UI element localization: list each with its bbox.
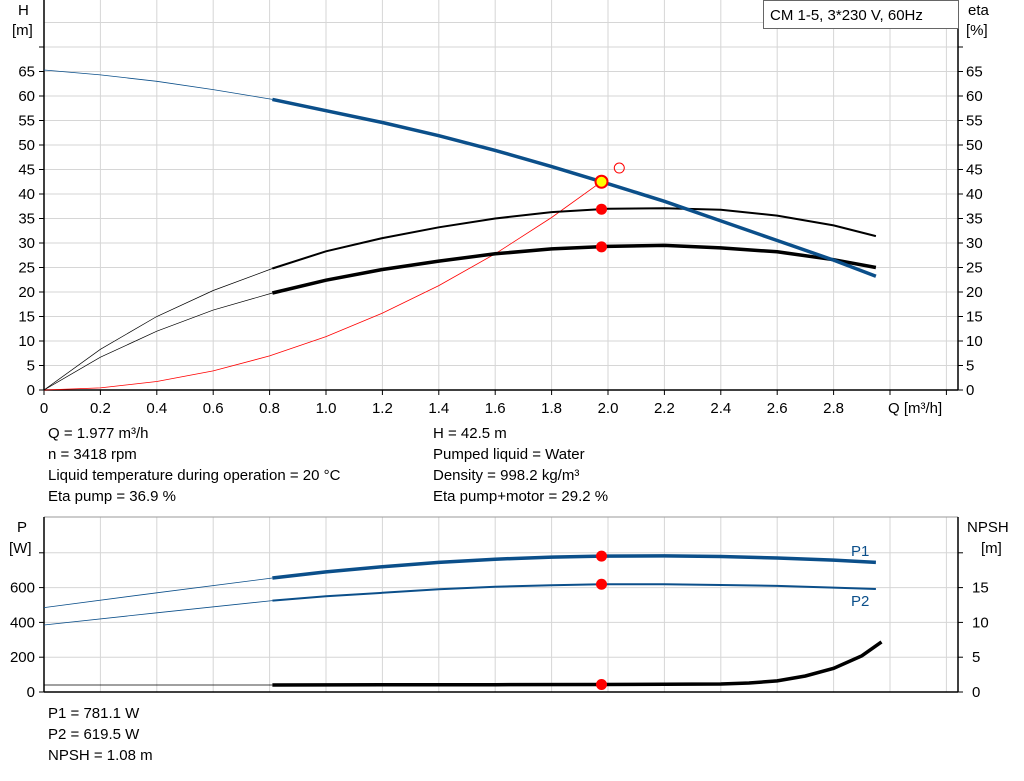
p-axis-unit: [W] (9, 540, 32, 557)
head-curve (272, 97, 877, 278)
readout-right: H = 42.5 m Pumped liquid = Water Density… (433, 423, 608, 507)
p1-curve-label: P1 (851, 543, 869, 560)
q-tick-label: 2.2 (654, 400, 675, 417)
q-tick-label: 2.6 (767, 400, 788, 417)
readout-eta-pump: Eta pump = 36.9 % (48, 488, 176, 505)
readout-flow: Q = 1.977 m³/h (48, 425, 149, 442)
p1-curve (272, 554, 876, 580)
q-tick-label: 1.0 (316, 400, 337, 417)
h-tick-label: 25 (18, 260, 35, 277)
eta-tick-label: 25 (966, 260, 983, 277)
p2-marker (596, 578, 608, 590)
eta-tick-label: 15 (966, 309, 983, 326)
p-tick-label: 400 (10, 614, 35, 631)
eta-tick-label: 5 (966, 358, 974, 375)
q-tick-label: 0.8 (259, 400, 280, 417)
p-tick-label: 600 (10, 580, 35, 597)
eta-total-curve-extrapolated (43, 292, 273, 391)
q-tick-label: 2.8 (823, 400, 844, 417)
npsh-tick-label: 0 (972, 684, 980, 701)
eta-tick-label: 40 (966, 186, 983, 203)
eta-tick-label: 35 (966, 211, 983, 228)
duty-point-marker (594, 174, 609, 189)
efficiency-marker (596, 203, 608, 215)
npsh-axis-label: NPSH (967, 519, 1009, 536)
npsh-tick-label: 15 (972, 580, 989, 597)
q-tick-label: 2.0 (598, 400, 619, 417)
p-tick-label: 0 (27, 684, 35, 701)
q-axis-label: Q [m³/h] (888, 400, 942, 417)
npsh-axis-unit: [m] (981, 540, 1002, 557)
readout-temperature: Liquid temperature during operation = 20… (48, 467, 341, 484)
eta-pump-curve-extrapolated (43, 268, 273, 391)
system-curve (43, 181, 602, 391)
npsh-tick-label: 10 (972, 614, 989, 631)
h-tick-label: 50 (18, 137, 35, 154)
p1-curve-extrapolated (43, 577, 273, 608)
eta-tick-label: 0 (966, 382, 974, 399)
q-tick-label: 1.2 (372, 400, 393, 417)
h-axis-unit: [m] (12, 22, 33, 39)
p-axis-label: P (17, 519, 27, 536)
h-tick-label: 60 (18, 88, 35, 105)
eta-tick-label: 30 (966, 235, 983, 252)
h-tick-label: 40 (18, 186, 35, 203)
requested-point-marker (613, 162, 625, 174)
readout-density: Density = 998.2 kg/m³ (433, 467, 580, 484)
eta-pump-curve (272, 207, 877, 270)
eta-axis-unit: [%] (966, 22, 988, 39)
readout-p1: P1 = 781.1 W (48, 705, 140, 722)
p1-marker (596, 550, 608, 562)
p2-curve-label: P2 (851, 593, 869, 610)
q-tick-label: 0 (40, 400, 48, 417)
eta-tick-label: 45 (966, 162, 983, 179)
h-axis-label: H (18, 2, 29, 19)
p2-curve-extrapolated (43, 600, 273, 626)
eta-tick-label: 60 (966, 88, 983, 105)
readout-liquid: Pumped liquid = Water (433, 446, 585, 463)
p2-curve (272, 583, 876, 602)
readout-npsh: NPSH = 1.08 m (48, 747, 153, 764)
readout-power: P1 = 781.1 W P2 = 619.5 W NPSH = 1.08 m (48, 703, 153, 766)
q-tick-label: 1.6 (485, 400, 506, 417)
head-curve-extrapolated (43, 69, 273, 100)
readout-left: Q = 1.977 m³/h n = 3418 rpm Liquid tempe… (48, 423, 340, 507)
readout-p2: P2 = 619.5 W (48, 726, 140, 743)
h-tick-label: 45 (18, 162, 35, 179)
q-tick-label: 1.4 (428, 400, 449, 417)
q-tick-label: 1.8 (541, 400, 562, 417)
h-tick-label: 5 (27, 358, 35, 375)
p-tick-label: 200 (10, 649, 35, 666)
h-tick-label: 55 (18, 113, 35, 130)
q-tick-label: 0.2 (90, 400, 111, 417)
eta-total-curve (271, 243, 877, 295)
title-box (763, 0, 959, 29)
readout-eta-total: Eta pump+motor = 29.2 % (433, 488, 609, 505)
chart-title: CM 1-5, 3*230 V, 60Hz (770, 7, 923, 24)
h-tick-label: 10 (18, 333, 35, 350)
eta-tick-label: 50 (966, 137, 983, 154)
q-tick-label: 0.4 (146, 400, 167, 417)
npsh-tick-label: 5 (972, 649, 980, 666)
h-tick-label: 35 (18, 211, 35, 228)
h-tick-label: 30 (18, 235, 35, 252)
readout-head: H = 42.5 m (433, 425, 507, 442)
q-tick-label: 0.6 (203, 400, 224, 417)
h-tick-label: 65 (18, 64, 35, 81)
h-tick-label: 20 (18, 284, 35, 301)
readout-speed: n = 3418 rpm (48, 446, 137, 463)
eta-axis-label: eta (968, 2, 990, 19)
q-tick-label: 2.4 (710, 400, 731, 417)
npsh-marker (596, 678, 608, 690)
h-tick-label: 0 (27, 382, 35, 399)
eta-tick-label: 65 (966, 64, 983, 81)
efficiency-marker (596, 241, 608, 253)
npsh-curve (272, 640, 883, 687)
eta-tick-label: 10 (966, 333, 983, 350)
eta-tick-label: 20 (966, 284, 983, 301)
h-tick-label: 15 (18, 309, 35, 326)
eta-tick-label: 55 (966, 113, 983, 130)
